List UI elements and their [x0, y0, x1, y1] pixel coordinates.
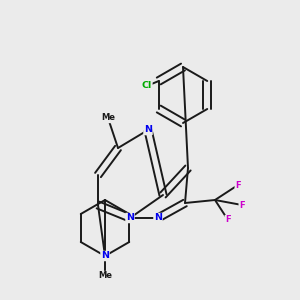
Text: Me: Me — [98, 272, 112, 280]
Text: Me: Me — [101, 113, 115, 122]
Text: N: N — [144, 125, 152, 134]
Text: N: N — [154, 214, 162, 223]
Text: F: F — [235, 181, 241, 190]
Text: Cl: Cl — [142, 82, 152, 91]
Text: F: F — [225, 215, 231, 224]
Text: F: F — [239, 200, 245, 209]
Text: N: N — [126, 214, 134, 223]
Text: N: N — [101, 251, 109, 260]
